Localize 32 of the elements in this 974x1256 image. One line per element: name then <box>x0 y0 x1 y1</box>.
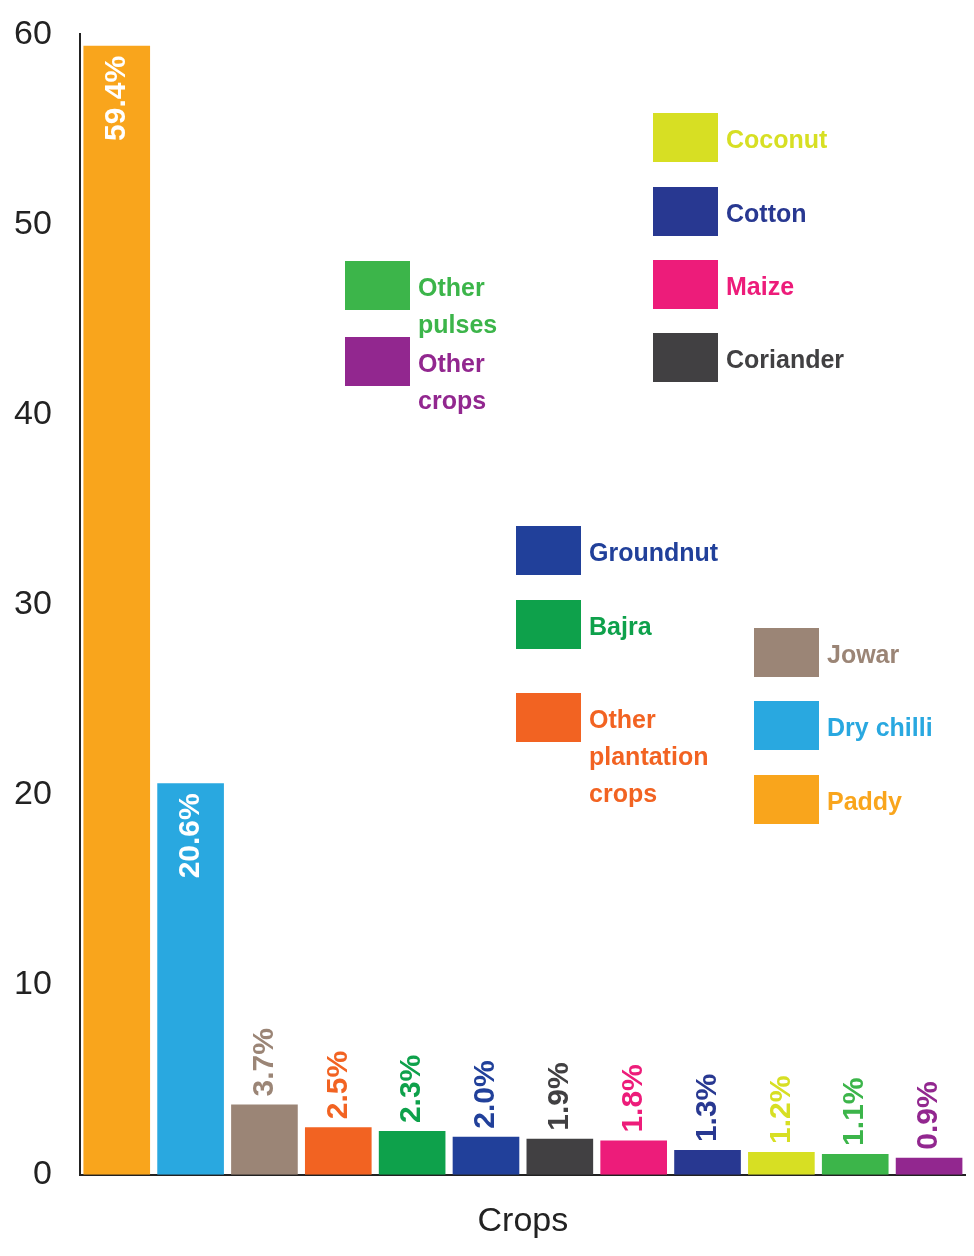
data-label: 59.4% <box>98 55 132 141</box>
data-label: 1.3% <box>688 1073 722 1143</box>
data-label: 20.6% <box>171 793 205 879</box>
y-tick-label: 40 <box>13 392 52 431</box>
y-tick-label: 10 <box>13 963 52 1002</box>
legend-label: Other plantation crops <box>589 704 710 809</box>
y-tick-label: 50 <box>13 202 52 241</box>
legend-label: Groundnut <box>589 537 719 568</box>
data-label: 1.2% <box>762 1075 796 1144</box>
legend-label: Coconut <box>726 124 829 155</box>
y-tick-label: 30 <box>13 582 52 621</box>
y-tick-label: 0 <box>32 1153 52 1192</box>
data-label: 1.9% <box>541 1062 575 1131</box>
legend-label: Jowar <box>827 639 901 670</box>
data-label: 2.5% <box>319 1050 353 1120</box>
data-label: 2.0% <box>467 1060 501 1129</box>
data-label: 2.3% <box>393 1054 427 1124</box>
legend-label: Cotton <box>726 198 808 229</box>
legend-label: Paddy <box>827 786 904 817</box>
data-label: 1.1% <box>836 1077 870 1146</box>
legend-label: Bajra <box>589 611 653 642</box>
data-label: 1.8% <box>614 1064 648 1133</box>
y-tick-label: 20 <box>13 773 52 812</box>
legend-label: Coriander <box>726 344 846 375</box>
legend-label: Dry chilli <box>827 712 934 743</box>
y-tick-label: 60 <box>13 12 52 51</box>
data-label: 0.9% <box>910 1081 944 1150</box>
legend-label: Maize <box>726 271 796 302</box>
data-label: 3.7% <box>245 1028 279 1097</box>
legend-label: Other crops <box>418 348 488 416</box>
x-axis-title: Crops <box>477 1199 569 1238</box>
legend-label: Other pulses <box>418 272 499 340</box>
